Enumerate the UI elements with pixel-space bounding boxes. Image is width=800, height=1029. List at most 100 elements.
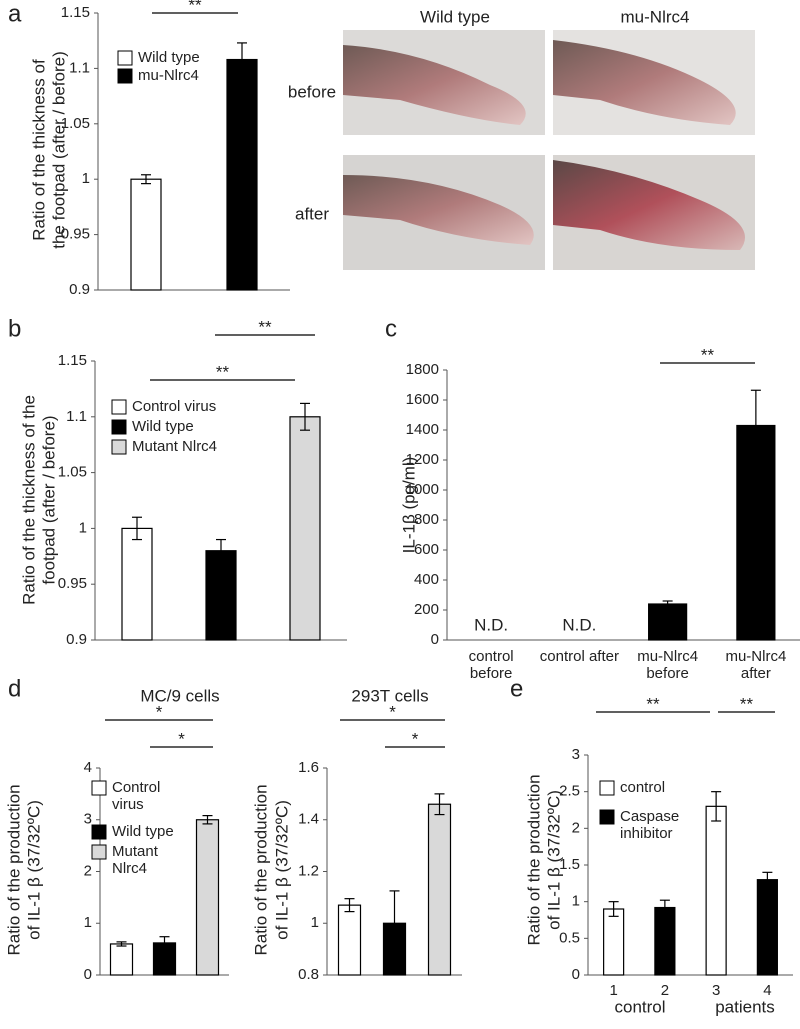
panel-letter: d — [8, 675, 21, 702]
photo-paw — [553, 40, 736, 125]
y-axis-label: Ratio of the production — [4, 784, 23, 955]
y-tick-label: 1000 — [406, 481, 439, 498]
y-axis-label: footpad (after / before) — [39, 415, 58, 584]
y-axis-label: Ratio of the production — [251, 784, 270, 955]
legend-swatch — [111, 399, 127, 415]
significance-label: ** — [646, 694, 660, 713]
significance-label: ** — [216, 362, 230, 381]
legend-label-box: Wild type — [132, 418, 194, 435]
legend-swatch — [117, 50, 133, 66]
y-tick-label: 0.95 — [61, 226, 90, 243]
y-tick-label: 1200 — [406, 451, 439, 468]
legend-label-box: mu-Nlrc4 — [138, 67, 199, 84]
x-tick-label: 4 — [763, 982, 772, 999]
legend-swatch — [117, 68, 133, 84]
legend-swatch — [599, 809, 615, 825]
x-tick-label: control before — [468, 648, 514, 682]
photo-paw — [553, 160, 745, 250]
y-tick-label: 1 — [572, 893, 580, 910]
photo-panel: Wild type mu-Nlrc4 before after — [288, 7, 755, 270]
legend-label-box: Mutant Nlrc4 — [112, 843, 158, 877]
panel-letter: c — [385, 315, 397, 342]
y-tick-label: 1.05 — [61, 115, 90, 132]
y-tick-label: 400 — [414, 571, 439, 588]
y-tick-label: 0 — [84, 966, 92, 983]
legend-label: Control virus — [132, 398, 217, 415]
y-axis-label: the footpad (after / before) — [49, 51, 68, 249]
y-tick-label: 1 — [79, 519, 87, 536]
legend-swatch — [111, 419, 127, 435]
photo-paw — [343, 175, 534, 245]
significance-label: * — [389, 702, 396, 721]
error-bar — [762, 871, 773, 888]
y-tick-label: 0.8 — [298, 966, 319, 983]
y-tick-label: 1.5 — [559, 856, 580, 873]
bar — [130, 178, 162, 291]
x-tick-label-box: control before — [468, 648, 514, 682]
legend-swatch — [111, 439, 127, 455]
bar — [654, 906, 676, 976]
y-tick-label: 1.1 — [66, 408, 87, 425]
y-tick-label: 0.95 — [58, 575, 87, 592]
y-tick-label: 2 — [572, 819, 580, 836]
y-tick-label: 800 — [414, 511, 439, 528]
legend-swatch — [91, 844, 107, 860]
x-tick-label-box: mu-Nlrc4 after — [725, 648, 786, 682]
y-tick-label: 2.5 — [559, 783, 580, 800]
x-group-label: control — [614, 997, 665, 1016]
x-tick-label: 3 — [711, 982, 721, 999]
y-tick-label: 3 — [572, 746, 580, 763]
legend-label: Wild type — [132, 418, 194, 435]
x-tick-label-box: 1 — [609, 982, 618, 999]
bar — [648, 603, 688, 641]
x-tick-label: mu-Nlrc4 before — [637, 648, 699, 682]
legend-label-box: Control virus — [112, 779, 160, 813]
legend-swatch — [91, 824, 107, 840]
x-tick-label: control after — [539, 648, 619, 665]
error-bar — [116, 941, 127, 947]
significance-label: ** — [188, 0, 202, 14]
y-axis-label: of IL-1 β (37/32ºC) — [272, 800, 291, 940]
x-tick-label: 1 — [609, 982, 618, 999]
bar — [121, 527, 153, 641]
y-tick-label: 1 — [311, 914, 319, 931]
bar — [205, 550, 237, 641]
significance-label: * — [412, 729, 419, 748]
x-group-label: patients — [715, 997, 775, 1016]
y-tick-label: 2 — [84, 862, 92, 879]
y-tick-label: 1800 — [406, 361, 439, 378]
value-label: N.D. — [474, 615, 508, 634]
y-axis-label: Ratio of the thickness of the — [19, 395, 38, 605]
photo-row-label: after — [295, 204, 329, 223]
legend-swatch — [599, 780, 615, 796]
y-tick-label: 1 — [84, 914, 92, 931]
photo-row-label: before — [288, 82, 336, 101]
error-bar — [202, 815, 213, 825]
value-label: N.D. — [562, 615, 596, 634]
y-tick-label: 3 — [84, 811, 92, 828]
significance-label: ** — [740, 694, 754, 713]
photo-column-label: mu-Nlrc4 — [621, 7, 690, 26]
bar — [427, 803, 452, 976]
error-bar — [608, 901, 619, 917]
x-tick-label: 2 — [660, 982, 670, 999]
error-bar — [662, 600, 673, 608]
error-bar — [141, 174, 151, 185]
error-bar — [659, 899, 670, 916]
bar — [109, 943, 134, 976]
bar — [756, 879, 778, 976]
y-tick-label: 1.6 — [298, 759, 319, 776]
error-bar — [159, 936, 170, 950]
x-tick-label-box: 4 — [763, 982, 772, 999]
y-tick-label: 1.15 — [61, 4, 90, 21]
photo-paw — [343, 45, 526, 125]
bar — [603, 908, 625, 976]
y-tick-label: 4 — [84, 759, 92, 776]
legend-label: Mutant Nlrc4 — [132, 438, 218, 455]
y-tick-label: 0.9 — [69, 281, 90, 298]
y-tick-label: 0 — [572, 966, 580, 983]
photo-column-label: Wild type — [420, 7, 490, 26]
y-tick-label: 600 — [414, 541, 439, 558]
legend-label-box: Caspase inhibitor — [620, 808, 679, 842]
bar — [195, 819, 220, 976]
